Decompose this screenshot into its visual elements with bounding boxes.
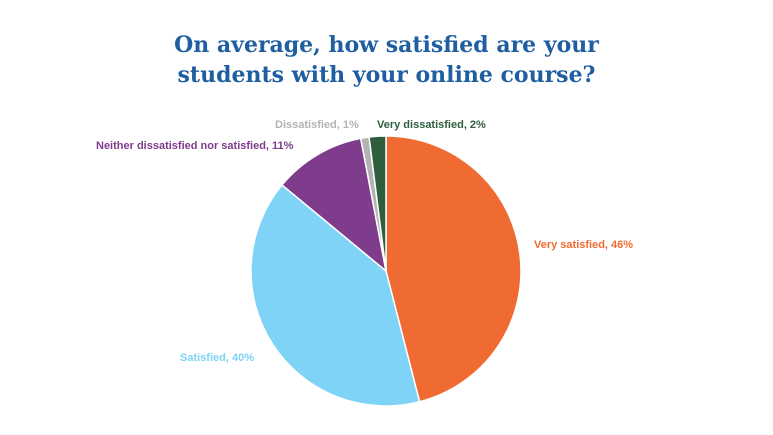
data-label-dissatisfied: Dissatisfied, 1% [275, 119, 359, 131]
pie-labels: Very satisfied, 46% Satisfied, 40% Neither… [96, 119, 633, 364]
data-label-very-satisfied: Very satisfied, 46% [534, 239, 633, 251]
pie-slice-neither-dissatisfied-nor-satisfied [280, 137, 388, 273]
pie-slices [250, 135, 522, 407]
data-label-neither-dissatisfied-nor-satisfied: Neither dissatisfied nor satisfied, 11% [96, 140, 294, 152]
chart-title-line-2: students with your online course? [177, 62, 596, 88]
pie-slice-satisfied [250, 183, 421, 407]
data-label-satisfied: Satisfied, 40% [180, 352, 254, 364]
chart-title: On average, how satisfied are your stude… [0, 30, 773, 90]
data-label-very-dissatisfied: Very dissatisfied, 2% [377, 119, 486, 131]
pie-slice-very-dissatisfied [368, 135, 387, 272]
chart-title-line-1: On average, how satisfied are your [174, 32, 599, 58]
pie-slice-very-satisfied [385, 135, 522, 403]
